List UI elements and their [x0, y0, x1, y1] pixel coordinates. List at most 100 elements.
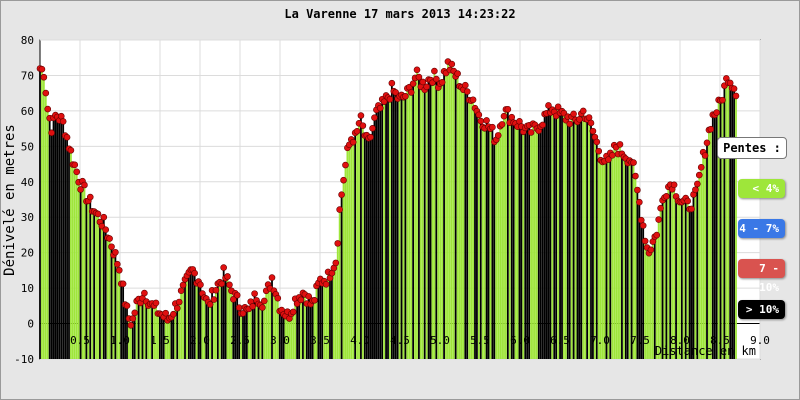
bar: [704, 155, 706, 359]
data-point: [684, 197, 691, 205]
data-point: [230, 296, 237, 303]
data-point: [220, 264, 227, 271]
bar: [99, 222, 101, 359]
data-point: [108, 243, 115, 251]
bar: [124, 304, 126, 359]
x-tick-label: 1.5: [150, 334, 170, 347]
data-point: [71, 161, 79, 169]
x-tick-label: 4.0: [350, 334, 370, 347]
bar: [327, 271, 329, 359]
bar: [667, 186, 670, 359]
bar: [93, 211, 96, 359]
legend-item-gt10: > 10%: [738, 300, 785, 319]
bar: [497, 135, 500, 359]
bar: [58, 120, 61, 359]
bar: [39, 68, 41, 359]
bar: [155, 302, 157, 359]
bar: [708, 129, 710, 359]
bar: [632, 162, 635, 359]
bar: [367, 138, 370, 359]
bar: [435, 79, 438, 360]
data-point: [349, 138, 357, 146]
data-point: [634, 186, 641, 194]
bar: [713, 114, 716, 359]
bar: [638, 202, 641, 359]
bar: [499, 126, 502, 359]
data-point: [342, 161, 349, 169]
x-axis-label: Distance en km: [655, 344, 756, 358]
bar: [100, 226, 103, 359]
bar: [574, 119, 577, 359]
data-point: [338, 191, 345, 198]
bar: [158, 313, 161, 359]
data-point: [655, 216, 662, 223]
data-point: [251, 290, 258, 297]
bar: [470, 100, 473, 360]
data-point: [170, 310, 177, 318]
data-point: [44, 105, 52, 113]
bar: [263, 300, 266, 359]
bar: [483, 128, 486, 359]
bar: [319, 278, 322, 359]
data-point: [585, 114, 593, 121]
bar: [474, 108, 476, 359]
bar: [634, 176, 637, 359]
data-point: [86, 193, 94, 201]
bar: [338, 209, 341, 359]
bar: [605, 156, 608, 359]
bar: [433, 71, 436, 360]
data-point: [179, 281, 187, 289]
bar: [520, 126, 523, 359]
bar: [302, 292, 304, 359]
data-point: [322, 280, 330, 288]
bar: [383, 101, 386, 359]
bar: [259, 305, 262, 359]
data-point: [197, 281, 204, 288]
bar: [170, 317, 173, 359]
bar: [729, 82, 732, 359]
y-tick-label: 30: [21, 211, 34, 224]
data-point: [419, 78, 427, 86]
bar: [516, 126, 519, 360]
bar: [735, 95, 737, 360]
bar: [607, 159, 610, 359]
bar: [375, 109, 378, 359]
bar: [524, 127, 527, 359]
bar: [52, 117, 55, 359]
bar: [503, 116, 505, 359]
bar: [425, 86, 428, 359]
bar: [408, 87, 411, 359]
bar: [418, 77, 420, 360]
bar: [458, 86, 461, 360]
bar: [462, 89, 465, 360]
bar: [400, 94, 403, 359]
bar: [501, 124, 503, 359]
legend-item-7-10: 7 - 10%: [738, 259, 785, 294]
bar: [226, 276, 229, 359]
x-tick-label: 6.5: [550, 334, 570, 347]
bar: [679, 202, 681, 359]
data-point: [415, 73, 423, 81]
bar: [265, 290, 268, 359]
data-point: [249, 303, 256, 310]
bar: [81, 181, 84, 359]
bar: [396, 98, 399, 360]
bar: [673, 184, 676, 359]
bar: [203, 297, 206, 359]
bar: [153, 305, 155, 359]
bar: [651, 241, 654, 359]
data-point: [402, 92, 409, 100]
bar: [176, 308, 179, 359]
data-point: [462, 81, 469, 89]
bar: [95, 213, 97, 359]
data-point: [260, 297, 268, 305]
data-point: [576, 116, 583, 123]
bar: [646, 247, 648, 359]
bar: [180, 290, 183, 359]
bar: [572, 113, 575, 360]
bar: [352, 142, 355, 359]
bar: [441, 82, 444, 360]
bar: [288, 318, 291, 359]
bar: [518, 121, 521, 359]
bar: [680, 202, 683, 359]
